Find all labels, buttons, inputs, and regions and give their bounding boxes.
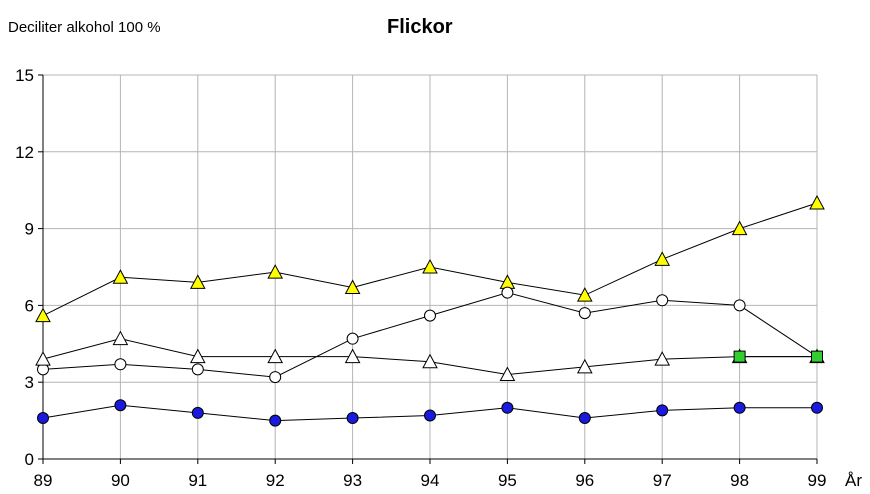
x-tick-label: 91 [188, 471, 207, 490]
grid [43, 74, 818, 459]
x-tick-label: 98 [730, 471, 749, 490]
data-point [267, 264, 284, 279]
y-tick-label: 0 [25, 450, 34, 469]
data-point [733, 299, 746, 312]
data-point [809, 194, 825, 210]
data-point [37, 412, 49, 425]
y-tick-label: 6 [25, 296, 34, 315]
data-point [191, 363, 204, 376]
data-point [654, 351, 671, 366]
data-point [269, 371, 282, 384]
series-layer [35, 194, 825, 427]
x-tick-label: 92 [266, 471, 285, 490]
data-point [112, 269, 129, 284]
x-tick-label: 96 [575, 471, 594, 490]
data-point [424, 309, 436, 322]
x-tick-label: 97 [653, 471, 672, 490]
data-point [578, 412, 591, 425]
y-tick-label: 9 [25, 220, 34, 239]
y-tick-label: 3 [25, 373, 34, 392]
data-point [189, 348, 206, 364]
data-point [267, 348, 284, 364]
tick-labels: 0 3 6 9 12 15 89 90 91 92 93 94 95 96 97 98 99 År [15, 66, 862, 490]
data-point [35, 307, 51, 323]
x-axis-label: År [845, 471, 862, 490]
data-point [811, 401, 823, 414]
data-point [344, 279, 361, 294]
x-tick-label: 94 [421, 471, 440, 490]
data-point [346, 332, 359, 345]
data-point [344, 348, 361, 364]
y-axis-label: Deciliter alkohol 100 % [8, 19, 161, 36]
data-point [346, 412, 359, 425]
data-point [501, 286, 514, 299]
data-point [733, 350, 746, 363]
data-point [499, 366, 516, 382]
x-tick-label: 89 [34, 471, 53, 490]
data-point [114, 358, 127, 371]
data-point [654, 251, 671, 266]
data-point [656, 294, 669, 307]
data-point [112, 330, 129, 346]
data-point [269, 414, 282, 427]
axes [38, 74, 818, 464]
data-point [501, 401, 514, 414]
y-tick-label: 15 [15, 66, 34, 85]
data-point [578, 307, 591, 320]
data-point [114, 399, 127, 412]
data-point [811, 350, 823, 363]
x-tick-label: 99 [808, 471, 827, 490]
data-point [189, 274, 206, 289]
data-point [656, 404, 669, 417]
data-point [424, 409, 436, 422]
data-point [576, 358, 593, 374]
data-point [422, 258, 438, 274]
data-point [731, 220, 748, 236]
data-point [191, 406, 204, 419]
data-point [35, 351, 51, 366]
x-tick-label: 93 [343, 471, 362, 490]
chart-title: Flickor [387, 16, 453, 38]
x-tick-label: 90 [111, 471, 130, 490]
data-point [576, 287, 593, 302]
data-point [733, 401, 746, 414]
y-tick-label: 12 [15, 143, 34, 162]
data-point [422, 353, 438, 369]
x-tick-label: 95 [498, 471, 517, 490]
